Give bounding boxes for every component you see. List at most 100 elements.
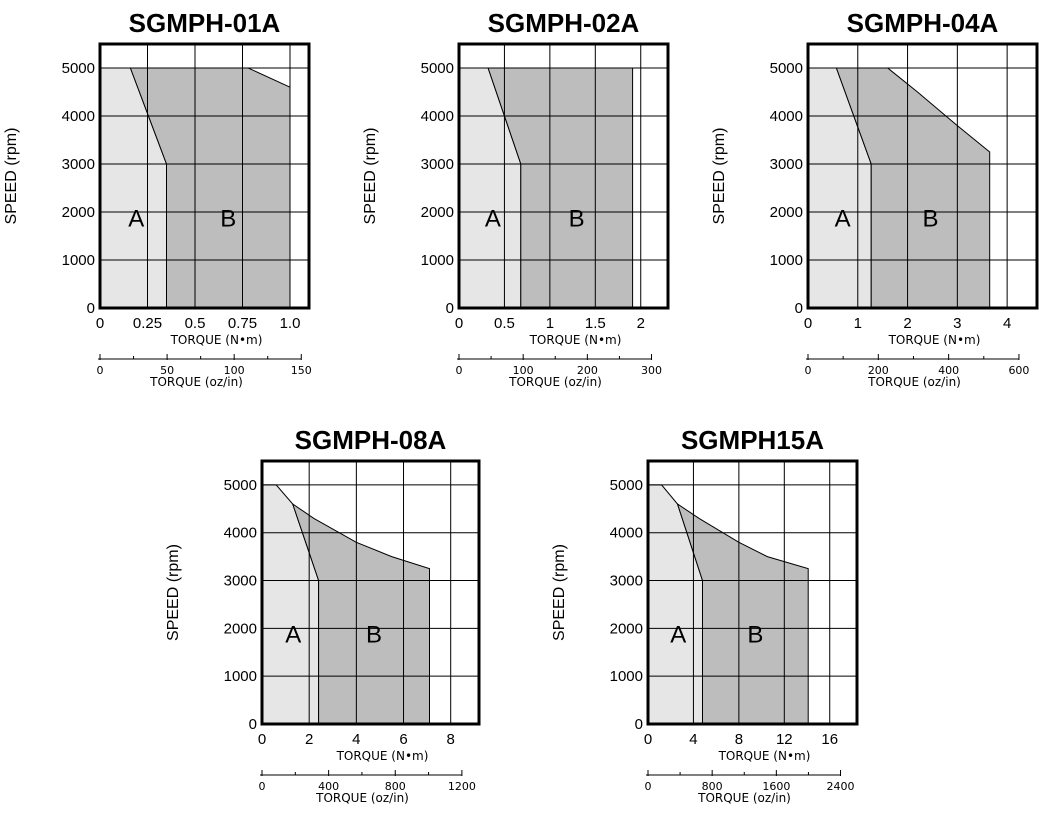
x2-tick-label: 100: [224, 364, 245, 377]
chart-title: SGMPH-08A: [295, 425, 447, 455]
y-tick-label: 0: [249, 716, 257, 733]
y-tick-label: 3000: [610, 573, 643, 590]
x2-tick-label: 0: [645, 780, 652, 793]
x2-tick-label: 400: [318, 780, 339, 793]
y-tick-label: 3000: [62, 156, 95, 173]
x2-tick-label: 100: [513, 364, 534, 377]
x-tick-label: 12: [776, 731, 793, 748]
region-b-label: B: [569, 205, 585, 232]
x-tick-label: 4: [1003, 315, 1011, 332]
x-tick-label: 1: [854, 315, 862, 332]
y-tick-label: 4000: [770, 108, 803, 125]
x2-tick-label: 1600: [762, 780, 790, 793]
x-tick-label: 1.5: [585, 315, 606, 332]
plot-frame: [646, 459, 859, 726]
y-tick-label: 1000: [62, 252, 95, 269]
y-tick-label: 1000: [610, 668, 643, 685]
y-tick-label: 2000: [610, 620, 643, 637]
x-tick-label: 2: [637, 315, 645, 332]
x2-tick-label: 0: [805, 364, 812, 377]
y-tick-label: 1000: [224, 668, 257, 685]
y-tick-label: 5000: [421, 60, 454, 77]
x-tick-label: 16: [821, 731, 838, 748]
x-axis-label: TORQUE (N•m): [718, 749, 811, 763]
y-tick-label: 1000: [770, 252, 803, 269]
y-tick-label: 3000: [224, 573, 257, 590]
x2-tick-label: 1200: [448, 780, 476, 793]
chart-5: SGMPH15A 0 1000 2000 3000 4000 5000 SPEED (rpm)…: [551, 425, 859, 805]
x2-axis-label: TORQUE (oz/in): [867, 375, 961, 389]
plot-frame: [260, 459, 481, 726]
x2-tick-label: 150: [291, 364, 312, 377]
y-axis-label: SPEED (rpm): [551, 544, 568, 641]
x-axis-label: TORQUE (N•m): [336, 749, 429, 763]
x2-tick-label: 800: [385, 780, 406, 793]
y-tick-label: 0: [87, 300, 95, 317]
y-tick-label: 4000: [62, 108, 95, 125]
plot-frame: [457, 42, 670, 310]
y-tick-label: 4000: [421, 108, 454, 125]
region-b-label: B: [366, 622, 382, 649]
x-tick-label: 0.5: [185, 315, 206, 332]
x-tick-label: 6: [399, 731, 407, 748]
region-a-label: A: [670, 622, 686, 649]
plot-frame: [98, 42, 311, 310]
x-tick-label: 3: [953, 315, 961, 332]
y-tick-label: 2000: [421, 204, 454, 221]
region-a-label: A: [835, 205, 851, 232]
x-tick-label: 2: [903, 315, 911, 332]
y-tick-label: 5000: [770, 60, 803, 77]
y-tick-label: 5000: [610, 477, 643, 494]
x-tick-label: 0: [804, 315, 812, 332]
y-tick-label: 3000: [770, 156, 803, 173]
x-tick-label: 4: [352, 731, 360, 748]
x-tick-label: 0.25: [133, 315, 162, 332]
chart-title: SGMPH15A: [681, 425, 824, 455]
y-axis-label: SPEED (rpm): [165, 544, 182, 641]
x-tick-label: 4: [689, 731, 697, 748]
x-axis-label: TORQUE (N•m): [529, 333, 622, 347]
y-tick-label: 0: [795, 300, 803, 317]
x2-tick-label: 0: [456, 364, 463, 377]
x2-tick-label: 300: [641, 364, 662, 377]
x2-tick-label: 600: [1008, 364, 1029, 377]
chart-title: SGMPH-04A: [847, 8, 999, 38]
y-tick-label: 3000: [421, 156, 454, 173]
region-b-label: B: [922, 205, 938, 232]
x-tick-label: 0.5: [494, 315, 515, 332]
x-axis-label: TORQUE (N•m): [888, 333, 981, 347]
y-tick-label: 4000: [224, 525, 257, 542]
chart-title: SGMPH-01A: [129, 8, 281, 38]
y-tick-label: 1000: [421, 252, 454, 269]
y-tick-label: 5000: [224, 477, 257, 494]
region-a-label: A: [285, 622, 301, 649]
x2-axis-label: TORQUE (oz/in): [149, 375, 243, 389]
x-tick-label: 0: [644, 731, 652, 748]
x-axis-label: TORQUE (N•m): [170, 333, 263, 347]
region-b: [835, 67, 991, 309]
region-b-label: B: [747, 622, 763, 649]
x-tick-label: 0: [96, 315, 104, 332]
x2-tick-label: 0: [259, 780, 266, 793]
x2-axis-label: TORQUE (oz/in): [315, 791, 409, 805]
y-tick-label: 4000: [610, 525, 643, 542]
chart-title: SGMPH-02A: [488, 8, 640, 38]
x2-tick-label: 2400: [827, 780, 855, 793]
x2-tick-label: 200: [868, 364, 889, 377]
y-tick-label: 2000: [770, 204, 803, 221]
x2-tick-label: 200: [577, 364, 598, 377]
x-tick-label: 8: [447, 731, 455, 748]
region-a-label: A: [485, 205, 501, 232]
region-b-label: B: [220, 205, 236, 232]
x-tick-label: 1.0: [280, 315, 301, 332]
y-tick-label: 2000: [224, 620, 257, 637]
x-tick-label: 8: [735, 731, 743, 748]
y-tick-label: 0: [635, 716, 643, 733]
plot-frame: [806, 42, 1039, 310]
x2-tick-label: 800: [702, 780, 723, 793]
x-tick-label: 2: [305, 731, 313, 748]
